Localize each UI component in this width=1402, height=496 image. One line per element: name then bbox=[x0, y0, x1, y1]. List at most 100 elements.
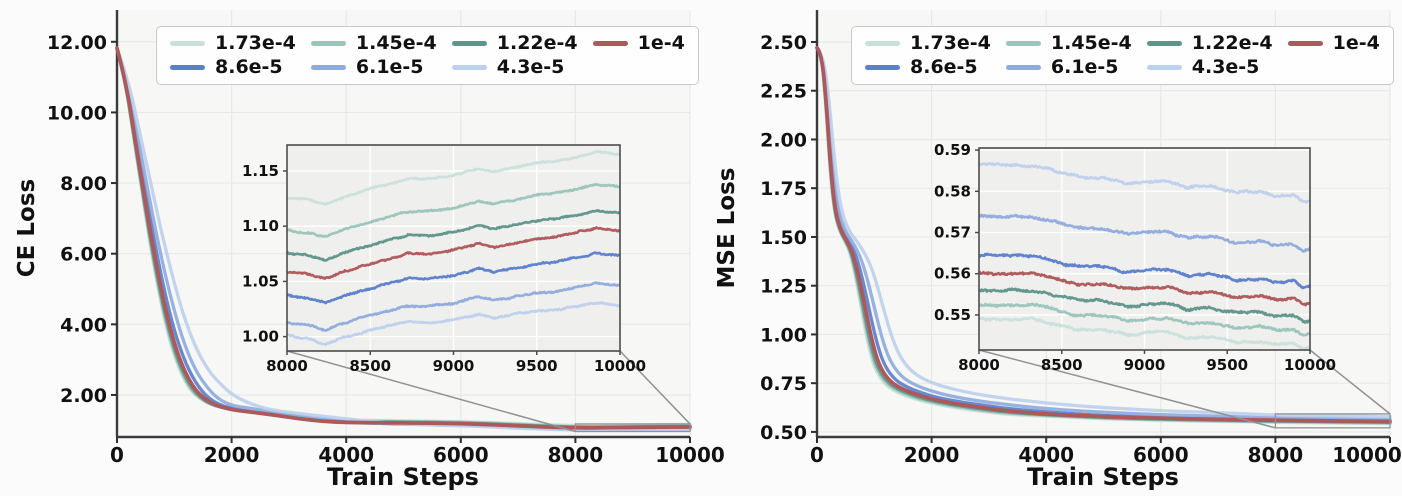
legend-swatch bbox=[1146, 65, 1182, 70]
inset-series-line-6.1e-5 bbox=[978, 213, 1311, 253]
inset-series-line-8.6e-5 bbox=[286, 251, 621, 305]
y-tick-label: 2.25 bbox=[760, 81, 807, 103]
inset-y-tick-label: 0.59 bbox=[934, 141, 971, 159]
inset-series-line-1.73e-4 bbox=[978, 316, 1311, 352]
x-tick-label: 6000 bbox=[433, 443, 489, 467]
legend-label: 1.45e-4 bbox=[355, 32, 437, 54]
legend-swatch bbox=[451, 65, 487, 70]
y-tick-label: 0.50 bbox=[760, 422, 807, 444]
inset-y-tick-label: 0.55 bbox=[934, 306, 971, 324]
inset-series-line-1.22e-4 bbox=[286, 209, 621, 262]
legend-swatch bbox=[451, 41, 487, 46]
inset-x-tick-label: 8000 bbox=[266, 357, 308, 375]
legend-swatch bbox=[310, 41, 346, 46]
left-x-axis-title: Train Steps bbox=[327, 463, 479, 491]
inset-y-tick-label: 1.10 bbox=[242, 217, 279, 235]
legend-label: 1.22e-4 bbox=[496, 32, 578, 54]
right-legend: 1.73e-4 8.6e-5 1.45e-4 6.1e-5 1.22e-4 4.3e-5 1… bbox=[851, 26, 1394, 85]
legend-swatch bbox=[310, 65, 346, 70]
y-tick-label: 8.00 bbox=[60, 173, 107, 195]
legend-label: 6.1e-5 bbox=[1050, 56, 1119, 78]
legend-item-8.6e-5: 8.6e-5 bbox=[170, 56, 296, 79]
legend-item-1.45e-4: 1.45e-4 bbox=[1005, 32, 1132, 55]
legend-swatch bbox=[1005, 65, 1041, 70]
legend-label: 1.45e-4 bbox=[1050, 32, 1132, 54]
inset-x-tick-label: 9000 bbox=[433, 357, 475, 375]
legend-item-1.22e-4: 1.22e-4 bbox=[1146, 32, 1273, 55]
legend-swatch bbox=[170, 41, 205, 46]
x-tick-label: 4000 bbox=[318, 443, 374, 467]
y-tick-label: 12.00 bbox=[47, 32, 107, 54]
inset-x-tick-label: 9000 bbox=[1124, 356, 1166, 374]
inset-x-tick-label: 8500 bbox=[1041, 356, 1083, 374]
series-line-4.3e-5 bbox=[815, 46, 1392, 419]
legend-swatch bbox=[592, 41, 628, 46]
legend-item-1.22e-4: 1.22e-4 bbox=[451, 32, 578, 55]
legend-swatch bbox=[170, 65, 205, 70]
x-tick-label: 2000 bbox=[204, 443, 260, 467]
x-tick-label: 0 bbox=[810, 443, 824, 467]
legend-item-6.1e-5: 6.1e-5 bbox=[1005, 56, 1132, 79]
inset-x-tick-label: 9500 bbox=[1206, 356, 1248, 374]
legend-item-1.73e-4: 1.73e-4 bbox=[170, 32, 296, 55]
y-tick-label: 2.50 bbox=[760, 32, 807, 54]
zoom-connector-right bbox=[619, 350, 691, 425]
x-tick-label: 0 bbox=[110, 443, 124, 467]
x-tick-label: 8000 bbox=[548, 443, 604, 467]
mse-inset-plot: 8000 8500 9000 9500 10000 0.55 0.56 0.57 0.58 0.5… bbox=[934, 141, 1336, 374]
y-tick-label: 1.75 bbox=[760, 178, 807, 200]
right-x-axis-title: Train Steps bbox=[1027, 463, 1179, 491]
legend-item-4.3e-5: 4.3e-5 bbox=[451, 56, 578, 79]
zoom-connector-left bbox=[978, 349, 1276, 429]
legend-item-4.3e-5: 4.3e-5 bbox=[1146, 56, 1273, 79]
x-tick-label: 6000 bbox=[1133, 443, 1189, 467]
y-tick-label: 6.00 bbox=[60, 244, 107, 266]
inset-y-tick-label: 0.56 bbox=[934, 265, 971, 283]
legend-label: 1e-4 bbox=[1332, 32, 1380, 54]
inset-series-line-1.22e-4 bbox=[978, 287, 1312, 324]
y-tick-label: 1.25 bbox=[760, 276, 807, 298]
legend-item-1.45e-4: 1.45e-4 bbox=[310, 32, 437, 55]
inset-series-line-1e-4 bbox=[978, 270, 1311, 307]
legend-swatch bbox=[865, 41, 900, 46]
zoom-region-box bbox=[574, 423, 691, 433]
legend-label: 8.6e-5 bbox=[215, 56, 283, 78]
legend-label: 1e-4 bbox=[637, 32, 685, 54]
left-legend: 1.73e-4 8.6e-5 1.45e-4 6.1e-5 1.22e-4 4.3e-5 1… bbox=[156, 26, 699, 85]
y-tick-label: 0.75 bbox=[760, 373, 807, 395]
inset-series-line-1.73e-4 bbox=[286, 150, 621, 206]
legend-label: 1.73e-4 bbox=[910, 32, 991, 54]
zoom-connector-right bbox=[1309, 349, 1391, 415]
legend-swatch bbox=[1005, 41, 1041, 46]
inset-series-line-8.6e-5 bbox=[978, 252, 1312, 290]
legend-label: 1.22e-4 bbox=[1191, 32, 1273, 54]
inset-y-tick-label: 1.05 bbox=[242, 272, 279, 290]
legend-item-1.73e-4: 1.73e-4 bbox=[865, 32, 991, 55]
y-tick-label: 2.00 bbox=[760, 129, 807, 151]
inset-y-tick-label: 1.15 bbox=[242, 162, 279, 180]
y-tick-label: 1.50 bbox=[760, 227, 807, 249]
series-line-1e-4 bbox=[815, 45, 1392, 424]
y-tick-label: 1.00 bbox=[760, 324, 807, 346]
inset-x-tick-label: 9500 bbox=[516, 357, 558, 375]
x-tick-label: 4000 bbox=[1018, 443, 1074, 467]
y-tick-label: 4.00 bbox=[60, 314, 107, 336]
legend-swatch bbox=[1287, 41, 1323, 46]
inset-x-tick-label: 10000 bbox=[594, 357, 646, 375]
inset-series-line-6.1e-5 bbox=[285, 281, 621, 332]
legend-swatch bbox=[865, 65, 900, 70]
inset-series-line-1.45e-4 bbox=[978, 302, 1312, 337]
left-y-axis-title: CE Loss bbox=[14, 178, 40, 278]
inset-y-tick-label: 0.57 bbox=[934, 224, 971, 242]
inset-x-tick-label: 10000 bbox=[1284, 356, 1336, 374]
legend-swatch bbox=[1146, 41, 1182, 46]
right-y-axis-title: MSE Loss bbox=[714, 167, 740, 289]
zoom-region-box bbox=[1274, 413, 1391, 429]
x-tick-label: 8000 bbox=[1248, 443, 1304, 467]
x-tick-label: 2000 bbox=[904, 443, 960, 467]
inset-series-line-1.45e-4 bbox=[286, 182, 621, 238]
x-tick-label: 10000 bbox=[655, 443, 725, 467]
x-tick-label: 10000 bbox=[1332, 443, 1402, 467]
inset-y-tick-label: 0.58 bbox=[934, 182, 971, 200]
